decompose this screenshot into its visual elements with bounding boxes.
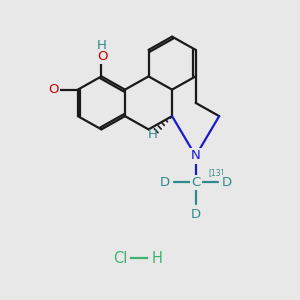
Text: O: O bbox=[97, 50, 107, 63]
Text: O: O bbox=[49, 83, 59, 96]
Text: Cl: Cl bbox=[113, 251, 128, 266]
Text: N: N bbox=[191, 149, 200, 162]
Text: D: D bbox=[221, 176, 231, 189]
Text: D: D bbox=[160, 176, 170, 189]
Text: H: H bbox=[97, 39, 106, 52]
Text: C: C bbox=[191, 176, 200, 189]
Text: H: H bbox=[148, 128, 158, 141]
Text: D: D bbox=[190, 208, 201, 221]
Text: H: H bbox=[152, 251, 162, 266]
Text: [13]: [13] bbox=[208, 168, 224, 177]
